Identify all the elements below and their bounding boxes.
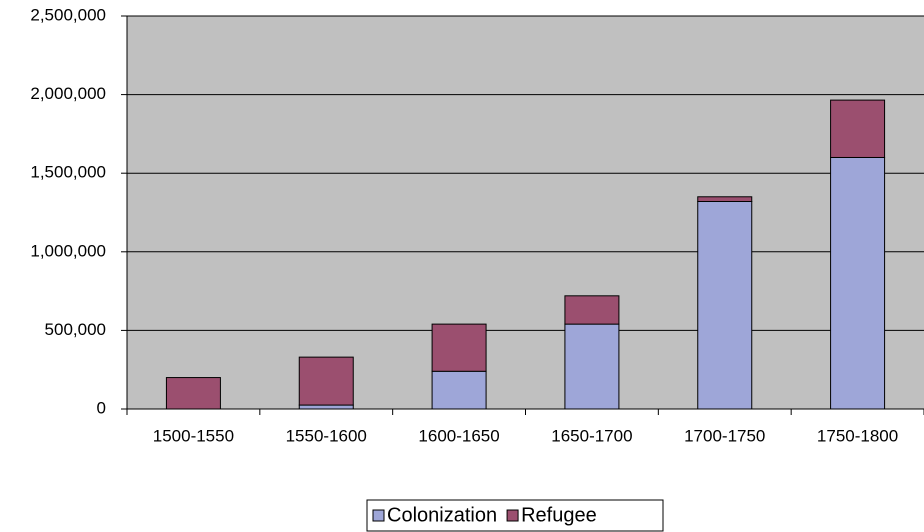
legend-swatch <box>372 509 385 522</box>
x-tick-label: 1600-1650 <box>418 426 499 445</box>
bar-segment <box>431 323 487 372</box>
bar-segment <box>298 356 354 406</box>
y-tick-label: 2,500,000 <box>30 5 106 24</box>
legend-label: Colonization <box>387 504 497 526</box>
x-tick-label: 1650-1700 <box>551 426 632 445</box>
plot-area <box>127 16 924 409</box>
y-tick-label: 1,500,000 <box>30 163 106 182</box>
y-tick-label: 2,000,000 <box>30 84 106 103</box>
bar-segment <box>697 196 753 202</box>
legend-label: Refugee <box>521 504 597 526</box>
y-tick-label: 1,000,000 <box>30 241 106 260</box>
x-tick-label: 1700-1750 <box>684 426 765 445</box>
x-tick-label: 1550-1600 <box>286 426 367 445</box>
y-tick-label: 0 <box>97 398 106 417</box>
bar-segment <box>165 377 221 410</box>
bar-segment <box>564 295 620 325</box>
bar-segment <box>697 200 753 410</box>
x-tick-label: 1500-1550 <box>153 426 234 445</box>
y-tick-label: 500,000 <box>45 320 106 339</box>
bar-segment <box>830 156 886 410</box>
bar-segment <box>298 404 354 410</box>
bar-segment <box>830 99 886 158</box>
legend-swatch <box>506 509 519 522</box>
x-tick-label: 1750-1800 <box>817 426 898 445</box>
bar-segment <box>431 370 487 410</box>
bar-segment <box>564 323 620 410</box>
